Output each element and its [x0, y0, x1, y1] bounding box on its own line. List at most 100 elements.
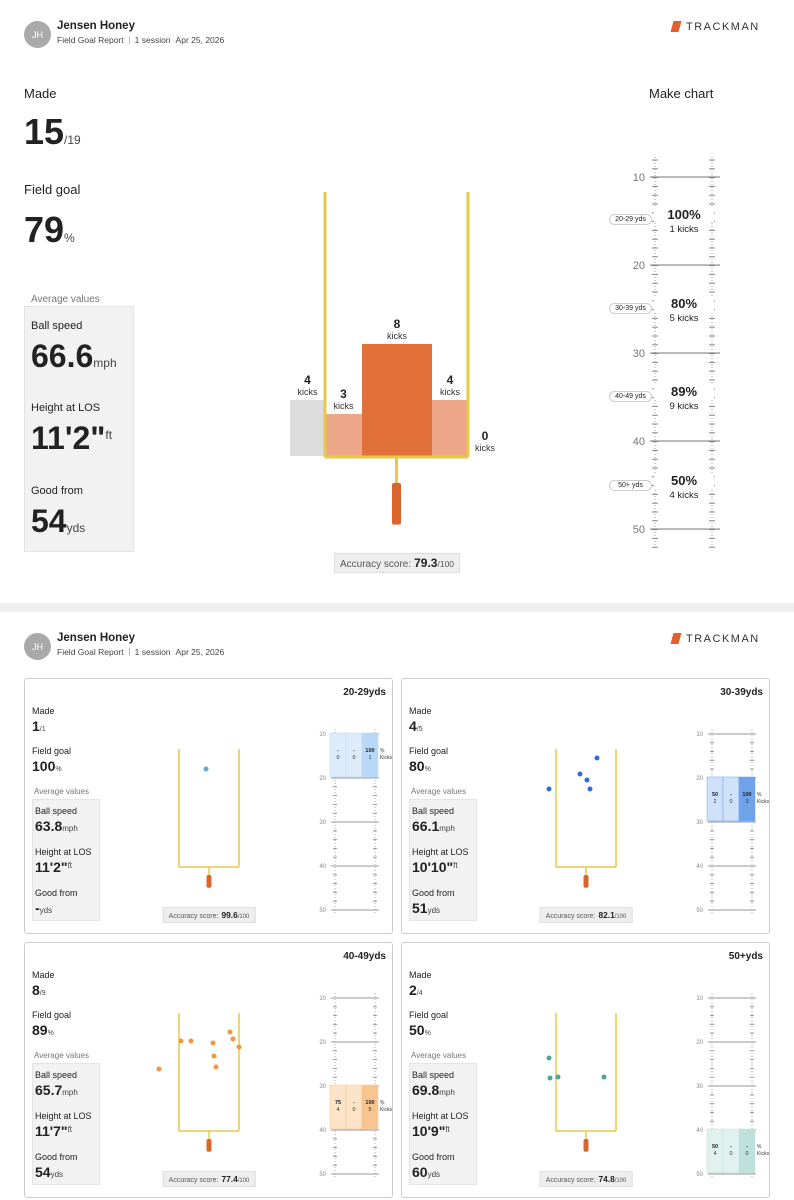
field-goal-value: 79: [24, 209, 65, 250]
brand: TRACKMAN: [686, 633, 760, 645]
tick-label: 10: [319, 732, 326, 738]
accuracy-label: Accuracy score:: [168, 1177, 219, 1184]
report-info: Field Goal Report 1 session Apr 25, 2026: [57, 35, 224, 45]
accuracy-max: /100: [237, 914, 250, 920]
column-kicks: 3: [745, 799, 748, 805]
brand-logo: [670, 633, 682, 644]
made-unit: /19: [64, 133, 81, 147]
ball-speed-value: 69.8: [412, 1082, 440, 1098]
tick-label: 50: [633, 524, 645, 536]
good-from-unit: yds: [66, 521, 86, 535]
report-page-1: JH Jensen Honey Field Goal Report 1 session…: [24, 20, 759, 573]
height: 10'10"ft: [412, 860, 458, 876]
ball-speed-unit: mph: [62, 1088, 78, 1097]
field-goal-unit: %: [55, 766, 62, 773]
tick-label: 50: [696, 908, 703, 914]
good-from: 60yds: [412, 1165, 440, 1181]
made-label: Made: [32, 706, 55, 716]
good-from-unit: yds: [50, 1170, 64, 1179]
height: 11'2"ft: [35, 860, 72, 876]
accuracy-label: Accuracy score:: [339, 559, 412, 570]
legend-kicks: Kicks: [380, 1107, 392, 1113]
tick-label: 30: [696, 1084, 703, 1090]
ball-speed: 66.1mph: [412, 819, 455, 835]
tick-label: 20: [319, 1040, 326, 1046]
ball-speed-unit: mph: [62, 824, 78, 833]
ball-speed-unit: mph: [439, 824, 455, 833]
accuracy-max: /100: [614, 1178, 627, 1184]
fg-label: Field goal: [32, 1010, 72, 1020]
column-kicks: 0: [745, 1151, 748, 1157]
field-goal: 100%: [32, 759, 62, 775]
report-info: Field Goal Report 1 session Apr 25, 2026: [57, 647, 224, 657]
range-pill: 20-29 yds: [609, 214, 652, 225]
page-gap: [0, 603, 794, 612]
made: 15/19: [24, 114, 81, 150]
kick-bar: [325, 414, 362, 456]
tick-label: 20: [696, 1040, 703, 1046]
made: 1/1: [32, 719, 46, 735]
made: 8/9: [32, 983, 46, 999]
made-label: Made: [32, 970, 55, 980]
good-from: 51yds: [412, 901, 440, 917]
column-pct: -: [730, 1144, 732, 1150]
height-label: Height at LOS: [35, 1111, 92, 1121]
avg-label: Average values: [34, 787, 89, 796]
bar-count: 3: [340, 387, 347, 401]
field-goal: 89%: [32, 1023, 54, 1039]
good-from-label: Good from: [412, 1152, 455, 1162]
post-base: [583, 875, 589, 888]
legend-kicks: Kicks: [757, 1151, 769, 1157]
height-label: Height at LOS: [31, 402, 101, 414]
accuracy-score: Accuracy score: 82.1/100: [539, 907, 633, 923]
made-unit: /5: [416, 726, 423, 733]
bar-unit: kicks: [387, 331, 407, 341]
height-value: 11'2": [35, 859, 68, 875]
made-unit: /9: [39, 990, 46, 997]
post-base: [583, 1139, 589, 1152]
make-column: [361, 732, 379, 778]
bar-unit: kicks: [298, 387, 318, 397]
accuracy-score: Accuracy score: 77.4/100: [162, 1171, 256, 1187]
kick-dot: [547, 1075, 553, 1081]
fg-label: Field goal: [32, 746, 72, 756]
accuracy-label: Accuracy score:: [545, 913, 596, 920]
fg-label: Field goal: [409, 746, 449, 756]
made-value: 8: [32, 982, 40, 998]
kick-dot: [230, 1036, 236, 1042]
good-from-label: Good from: [412, 888, 455, 898]
avg-box: [409, 1063, 477, 1185]
column-kicks: 4: [713, 1151, 716, 1157]
height-label: Height at LOS: [412, 847, 469, 857]
good-from-unit: yds: [39, 906, 53, 915]
ball-speed: 65.7mph: [35, 1083, 78, 1099]
kick-dot: [555, 1074, 561, 1080]
tick-label: 30: [696, 820, 703, 826]
avg-label: Average values: [31, 294, 100, 305]
avg-box: [24, 306, 134, 552]
good-from: 54yds: [31, 505, 85, 537]
good-from-value: -: [35, 900, 40, 916]
fg-label: Field goal: [24, 182, 81, 197]
height-value: 10'10": [412, 859, 454, 875]
good-from: 54yds: [35, 1165, 63, 1181]
make-kicks: 5 kicks: [669, 312, 699, 324]
legend-pct: %: [757, 792, 762, 798]
make-column: [361, 1084, 379, 1130]
field-goal-value: 50: [409, 1022, 425, 1038]
field-goal: 79%: [24, 212, 75, 248]
field-goal-unit: %: [424, 766, 431, 773]
field-goal-unit: %: [47, 1030, 54, 1037]
post-base: [206, 875, 212, 888]
bar-unit: kicks: [440, 387, 460, 397]
make-pct: 100%: [654, 207, 714, 222]
card-range: 50+yds: [728, 951, 763, 962]
field-goal: 50%: [409, 1023, 431, 1039]
ball-speed-label: Ball speed: [412, 1070, 455, 1080]
kick-dot: [584, 777, 590, 783]
accuracy-value: 82.1: [598, 910, 615, 920]
column-kicks: 1: [368, 755, 371, 761]
